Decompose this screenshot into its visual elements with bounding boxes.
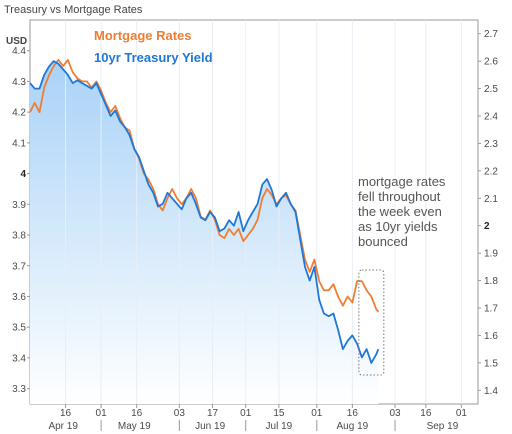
x-tick-label-9: 03 bbox=[389, 408, 401, 419]
month-label-2: Jun 19 bbox=[195, 421, 225, 432]
treasury-area-fill bbox=[30, 61, 379, 404]
x-axis-months: Apr 19 May 19 Jun 19 Jul 19 Aug 19 Sep 19 bbox=[48, 420, 459, 432]
right-axis-ticks: 2.7 2.6 2.5 2.4 2.3 2.2 2.1 2 1.9 1.8 1.7 1.6 1.5 1.4 bbox=[478, 29, 498, 397]
right-tick-label-4: 2.3 bbox=[484, 139, 498, 150]
x-tick-label-11: 01 bbox=[456, 408, 468, 419]
x-tick-label-3: 03 bbox=[174, 408, 186, 419]
legend-treasury-yield: 10yr Treasury Yield bbox=[94, 50, 213, 65]
right-tick-label-10: 1.7 bbox=[484, 304, 498, 315]
right-tick-label-0: 2.7 bbox=[484, 29, 498, 40]
right-tick-label-1: 2.6 bbox=[484, 57, 498, 68]
left-tick-label-1: 4.3 bbox=[12, 77, 26, 88]
x-tick-label-1: 01 bbox=[96, 408, 108, 419]
x-tick-label-2: 16 bbox=[131, 408, 143, 419]
right-tick-label-5: 2.2 bbox=[484, 166, 498, 177]
x-tick-label-4: 17 bbox=[207, 408, 219, 419]
month-label-5: Sep 19 bbox=[427, 421, 459, 432]
annotation-box bbox=[358, 269, 385, 376]
left-axis-ticks: 4.4 4.3 4.2 4.1 4 3.9 3.8 3.7 3.6 3.5 3.4 3.3 bbox=[12, 46, 30, 395]
left-tick-label-9: 3.5 bbox=[12, 323, 26, 334]
area-fill-layer bbox=[30, 61, 379, 404]
annotation-line-5: bounced bbox=[358, 234, 408, 249]
x-tick-label-5: 01 bbox=[240, 408, 252, 419]
left-tick-label-7: 3.7 bbox=[12, 261, 26, 272]
left-tick-label-10: 3.4 bbox=[12, 353, 26, 364]
left-tick-label-2: 4.2 bbox=[12, 108, 26, 119]
right-tick-label-2: 2.5 bbox=[484, 84, 498, 95]
right-tick-label-7: 2 bbox=[484, 221, 490, 232]
series-layer bbox=[29, 59, 380, 364]
right-tick-label-8: 1.9 bbox=[484, 249, 498, 260]
left-tick-label-8: 3.6 bbox=[12, 292, 26, 303]
left-tick-label-0: 4.4 bbox=[12, 46, 26, 57]
right-tick-label-11: 1.6 bbox=[484, 331, 498, 342]
right-tick-label-13: 1.4 bbox=[484, 386, 498, 397]
chart-title: Treasury vs Mortgage Rates bbox=[4, 4, 143, 16]
vertical-gridlines bbox=[65, 20, 462, 404]
annotation-text: mortgage rates fell throughout the week … bbox=[358, 174, 446, 249]
x-tick-label-10: 16 bbox=[420, 408, 432, 419]
month-label-4: Aug 19 bbox=[337, 421, 369, 432]
month-label-1: May 19 bbox=[118, 421, 151, 432]
right-tick-label-12: 1.5 bbox=[484, 358, 498, 369]
month-label-3: Jul 19 bbox=[266, 421, 293, 432]
left-tick-label-5: 3.9 bbox=[12, 200, 26, 211]
x-axis-ticks: 16 01 16 03 17 01 15 01 16 03 16 01 bbox=[60, 404, 467, 419]
left-tick-label-4: 4 bbox=[20, 169, 26, 180]
x-tick-label-0: 16 bbox=[60, 408, 72, 419]
annotation-line-4: as 10yr yields bbox=[358, 219, 438, 234]
month-label-0: Apr 19 bbox=[48, 421, 78, 432]
right-tick-label-9: 1.8 bbox=[484, 276, 498, 287]
legend-mortgage-rates: Mortgage Rates bbox=[94, 28, 192, 43]
x-tick-label-8: 16 bbox=[347, 408, 359, 419]
left-tick-label-3: 4.1 bbox=[12, 138, 26, 149]
right-tick-label-6: 2.1 bbox=[484, 194, 498, 205]
x-tick-label-6: 15 bbox=[273, 408, 285, 419]
left-tick-label-6: 3.8 bbox=[12, 231, 26, 242]
right-tick-label-3: 2.4 bbox=[484, 112, 498, 123]
x-tick-label-7: 01 bbox=[311, 408, 323, 419]
annotation-line-3: the week even bbox=[358, 204, 442, 219]
annotation-box-layer bbox=[358, 269, 385, 376]
left-tick-label-11: 3.3 bbox=[12, 384, 26, 395]
annotation-line-2: fell throughout bbox=[358, 189, 441, 204]
treasury-yield-line bbox=[29, 60, 380, 364]
left-axis-unit: USD bbox=[6, 36, 27, 47]
annotation-line-1: mortgage rates bbox=[358, 174, 446, 189]
